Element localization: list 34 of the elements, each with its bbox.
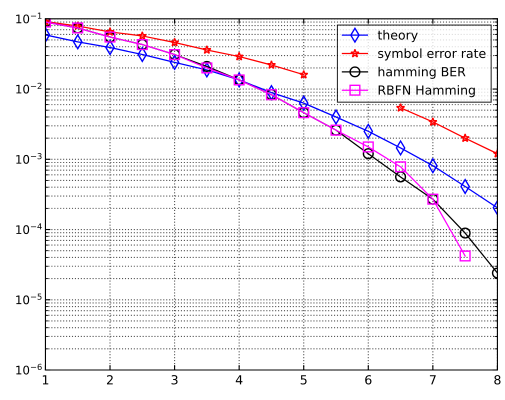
y-tick-label: 10$^{−2}$ (16, 82, 42, 94)
point (362, 141, 374, 152)
y-tick-label: 10$^{−1}$ (16, 12, 42, 24)
legend-label: theory (378, 30, 418, 42)
point (460, 228, 471, 239)
point (428, 117, 438, 126)
point (73, 21, 82, 30)
x-tick-label: 4 (236, 375, 242, 384)
point (395, 161, 406, 172)
legend-label: symbol error rate (378, 48, 486, 60)
legend-label: RBFN Hamming (378, 85, 475, 98)
x-tick-label: 7 (430, 375, 436, 384)
x-tick-label: 3 (172, 375, 178, 385)
x-tick-label: 6 (365, 375, 372, 385)
point (396, 102, 406, 112)
point (234, 52, 244, 61)
point (362, 148, 374, 160)
y-tick-label: 10$^{−6}$ (16, 364, 42, 375)
y-tick-label: 10$^{−4}$ (16, 223, 42, 234)
point (170, 38, 180, 47)
point (460, 133, 470, 142)
x-tick-label: 1 (42, 375, 48, 384)
x-tick-label: 2 (106, 375, 113, 384)
x-tick-label: 5 (300, 375, 307, 385)
y-tick-label: 10$^{−3}$ (16, 153, 42, 164)
point (299, 70, 308, 79)
y-tick-label: 10$^{−5}$ (16, 294, 42, 304)
point (395, 171, 406, 183)
point (266, 60, 276, 70)
x-tick-label: 8 (494, 375, 501, 385)
point (460, 250, 471, 262)
point (105, 27, 115, 36)
point (202, 45, 212, 54)
legend-label: hamming BER (378, 66, 466, 79)
